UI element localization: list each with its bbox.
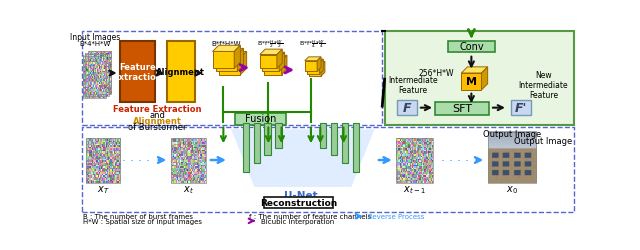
Text: $x_T$: $x_T$ — [97, 184, 109, 196]
Text: Output Image: Output Image — [515, 137, 573, 146]
Polygon shape — [461, 74, 481, 90]
Polygon shape — [481, 68, 488, 90]
Text: of Burstormer: of Burstormer — [128, 123, 187, 132]
Polygon shape — [308, 62, 325, 66]
Text: Alignment: Alignment — [133, 117, 182, 126]
Bar — [488, 132, 536, 184]
Text: B*f*$\frac{H}{2}$*$\frac{W}{2}$: B*f*$\frac{H}{2}$*$\frac{W}{2}$ — [257, 38, 284, 50]
Text: $x_0$: $x_0$ — [506, 184, 518, 196]
Bar — [264, 197, 333, 208]
Text: · · · ·: · · · · — [122, 154, 150, 167]
Text: and: and — [150, 111, 165, 120]
Bar — [81, 128, 575, 212]
Text: 256*H*W: 256*H*W — [419, 68, 454, 78]
Polygon shape — [237, 49, 244, 72]
Bar — [88, 52, 111, 94]
Polygon shape — [241, 52, 246, 75]
Bar — [167, 42, 195, 103]
Polygon shape — [262, 58, 279, 72]
Polygon shape — [234, 46, 241, 69]
Polygon shape — [219, 58, 241, 75]
Polygon shape — [219, 52, 246, 59]
Bar — [511, 100, 531, 116]
Bar — [275, 124, 282, 148]
Polygon shape — [277, 50, 282, 69]
Polygon shape — [216, 49, 244, 55]
Text: F: F — [403, 102, 412, 115]
Text: · · · ·: · · · · — [441, 154, 469, 167]
Polygon shape — [212, 52, 234, 69]
Text: U-Net: U-Net — [284, 190, 317, 200]
Bar — [83, 57, 106, 99]
Text: H*W : Spatial size of input images: H*W : Spatial size of input images — [83, 218, 202, 224]
Text: B*f*H*W: B*f*H*W — [212, 41, 241, 47]
Bar — [385, 32, 575, 125]
Bar — [331, 124, 337, 156]
Polygon shape — [319, 60, 323, 74]
Text: New
Intermediate
Feature: New Intermediate Feature — [518, 70, 568, 100]
Bar — [396, 139, 433, 184]
Bar — [264, 124, 271, 156]
Text: $x_t$: $x_t$ — [183, 184, 194, 196]
Bar — [243, 124, 249, 173]
Text: B : The number of burst frames: B : The number of burst frames — [83, 214, 193, 219]
Bar — [353, 124, 359, 173]
Bar — [448, 42, 495, 53]
Polygon shape — [307, 64, 319, 74]
Bar — [342, 124, 348, 164]
Bar — [81, 32, 382, 125]
Bar — [120, 42, 155, 103]
Text: M: M — [466, 77, 477, 87]
Polygon shape — [321, 62, 325, 77]
Polygon shape — [264, 56, 287, 62]
Polygon shape — [264, 62, 282, 75]
Polygon shape — [212, 46, 241, 52]
Text: Reconstruction: Reconstruction — [260, 198, 337, 207]
Polygon shape — [317, 58, 321, 72]
Text: Reverse Process: Reverse Process — [368, 214, 425, 219]
Bar — [172, 139, 205, 184]
Text: Bicubic interporation: Bicubic interporation — [261, 218, 335, 224]
Text: Conv: Conv — [459, 42, 484, 52]
Polygon shape — [308, 66, 321, 77]
Polygon shape — [262, 53, 285, 59]
Polygon shape — [260, 50, 282, 55]
Polygon shape — [461, 68, 488, 74]
Text: B*4*H*W: B*4*H*W — [79, 41, 111, 47]
Text: Feature Extraction: Feature Extraction — [113, 104, 202, 114]
Polygon shape — [260, 55, 277, 69]
Text: Alignment: Alignment — [156, 68, 205, 77]
Bar — [85, 54, 109, 97]
Text: $x_{t-1}$: $x_{t-1}$ — [403, 184, 426, 196]
Polygon shape — [282, 56, 287, 75]
Text: F': F' — [515, 102, 527, 115]
Text: Input Images: Input Images — [70, 33, 120, 42]
Text: SFT: SFT — [452, 104, 472, 114]
Bar — [86, 139, 120, 184]
Polygon shape — [216, 55, 237, 72]
Bar — [397, 100, 417, 116]
Text: f : The number of feature channels: f : The number of feature channels — [249, 214, 371, 219]
Text: B*f*$\frac{H}{4}$*$\frac{W}{4}$: B*f*$\frac{H}{4}$*$\frac{W}{4}$ — [300, 38, 326, 50]
Bar — [235, 114, 286, 125]
Text: Output Image: Output Image — [483, 129, 541, 138]
Text: Feature
Extraction: Feature Extraction — [113, 62, 162, 82]
Bar — [435, 102, 489, 116]
Bar — [253, 124, 260, 164]
Polygon shape — [279, 53, 285, 72]
Polygon shape — [305, 62, 317, 72]
Bar — [320, 124, 326, 148]
Polygon shape — [307, 60, 323, 64]
Polygon shape — [231, 130, 374, 187]
Text: Intermediate
Feature: Intermediate Feature — [388, 76, 438, 95]
Polygon shape — [305, 58, 321, 62]
Text: Fusion: Fusion — [245, 114, 276, 124]
